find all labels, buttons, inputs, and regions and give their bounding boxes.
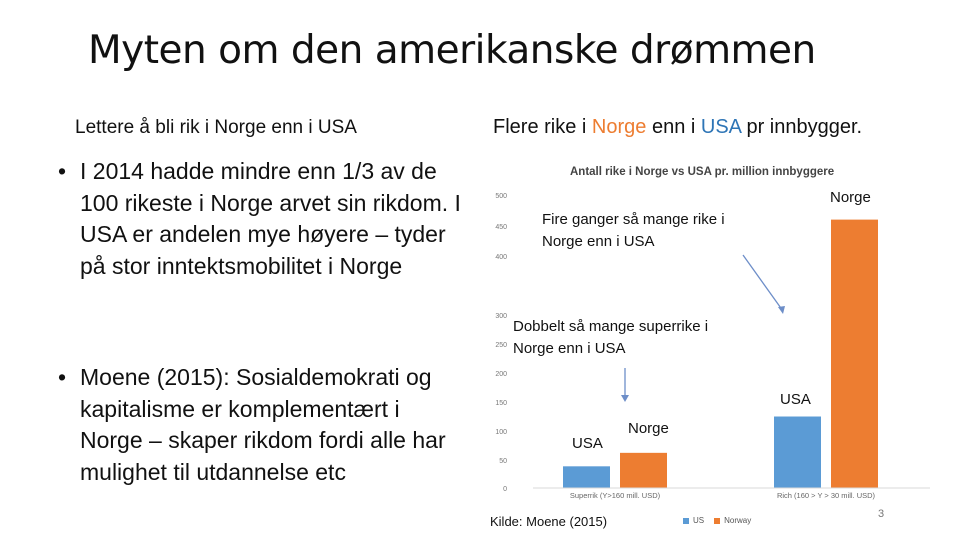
label-usa-right: USA bbox=[780, 391, 811, 408]
bullet-item-1: • I 2014 hadde mindre enn 1/3 av de 100 … bbox=[58, 156, 468, 282]
subtitle-right-part1: Flere rike i bbox=[493, 116, 592, 138]
y-tick-label: 500 bbox=[495, 193, 507, 200]
legend-swatch-us bbox=[683, 517, 689, 524]
y-tick-label: 450 bbox=[495, 224, 507, 231]
x-category-label: Superrik (Y>160 mill. USD) bbox=[570, 491, 661, 500]
bullet-dot: • bbox=[58, 364, 67, 390]
subtitle-right-part3: pr innbygger. bbox=[740, 116, 863, 138]
y-axis-ticks: 0 50 100 150 200 250 300 400 450 500 bbox=[495, 193, 507, 493]
bar-us-1 bbox=[774, 416, 821, 488]
y-tick-label: 150 bbox=[495, 400, 507, 407]
bullet-item-2: • Moene (2015): Sosialdemokrati og kapit… bbox=[58, 362, 468, 488]
x-category-label: Rich (160 > Y > 30 mill. USD) bbox=[777, 491, 876, 500]
y-tick-label: 400 bbox=[495, 254, 507, 261]
bullet-text-1: I 2014 hadde mindre enn 1/3 av de 100 ri… bbox=[80, 158, 461, 279]
annotation-fire-ganger: Fire ganger så mange rike i Norge enn i … bbox=[542, 211, 725, 250]
label-norge-left: Norge bbox=[628, 420, 669, 437]
annotation-dobbelt: Dobbelt så mange superrike i Norge enn i… bbox=[513, 316, 733, 360]
subtitle-right-norway: Norge bbox=[591, 116, 647, 138]
chart-legend: US Norway bbox=[683, 516, 751, 525]
y-tick-label: 0 bbox=[503, 486, 507, 493]
y-tick-label: 50 bbox=[499, 458, 507, 465]
subtitle-right: Flere rike i Norge enn i USA pr innbygge… bbox=[493, 116, 862, 139]
bullet-text-2: Moene (2015): Sosialdemokrati og kapital… bbox=[80, 364, 446, 485]
arrow-fire-ganger bbox=[742, 254, 784, 312]
bar-chart: 0 50 100 150 200 250 300 400 450 500 Superrik (Y>… bbox=[495, 193, 930, 500]
subtitle-right-usa: USA bbox=[700, 116, 741, 138]
subtitle-left: Lettere å bli rik i Norge enn i USA bbox=[75, 117, 357, 138]
bullet-dot: • bbox=[58, 158, 67, 184]
y-tick-label: 250 bbox=[495, 342, 507, 349]
legend-label-norway: Norway bbox=[724, 516, 752, 525]
y-tick-label: 100 bbox=[495, 429, 507, 436]
chart-bars bbox=[563, 219, 878, 488]
arrowhead-icon bbox=[621, 395, 629, 402]
legend-label-us: US bbox=[693, 516, 705, 525]
y-tick-label: 200 bbox=[495, 371, 507, 378]
bar-us-0 bbox=[563, 466, 610, 488]
x-axis-labels: Superrik (Y>160 mill. USD) Rich (160 > Y … bbox=[570, 491, 876, 500]
legend-swatch-norway bbox=[714, 517, 721, 524]
chart-title: Antall rike i Norge vs USA pr. million i… bbox=[570, 166, 835, 178]
y-tick-label: 300 bbox=[495, 313, 507, 320]
source-note: Kilde: Moene (2015) bbox=[490, 514, 608, 529]
arrowhead-icon bbox=[778, 306, 785, 314]
slide-title: Myten om den amerikanske drømmen bbox=[88, 28, 816, 73]
bar-norway-0 bbox=[620, 452, 667, 488]
label-usa-left: USA bbox=[572, 435, 603, 452]
page-number: 3 bbox=[878, 508, 885, 520]
subtitle-right-part2: enn i bbox=[646, 116, 701, 138]
label-norge-top: Norge bbox=[830, 189, 871, 206]
bar-norway-1 bbox=[831, 219, 878, 488]
